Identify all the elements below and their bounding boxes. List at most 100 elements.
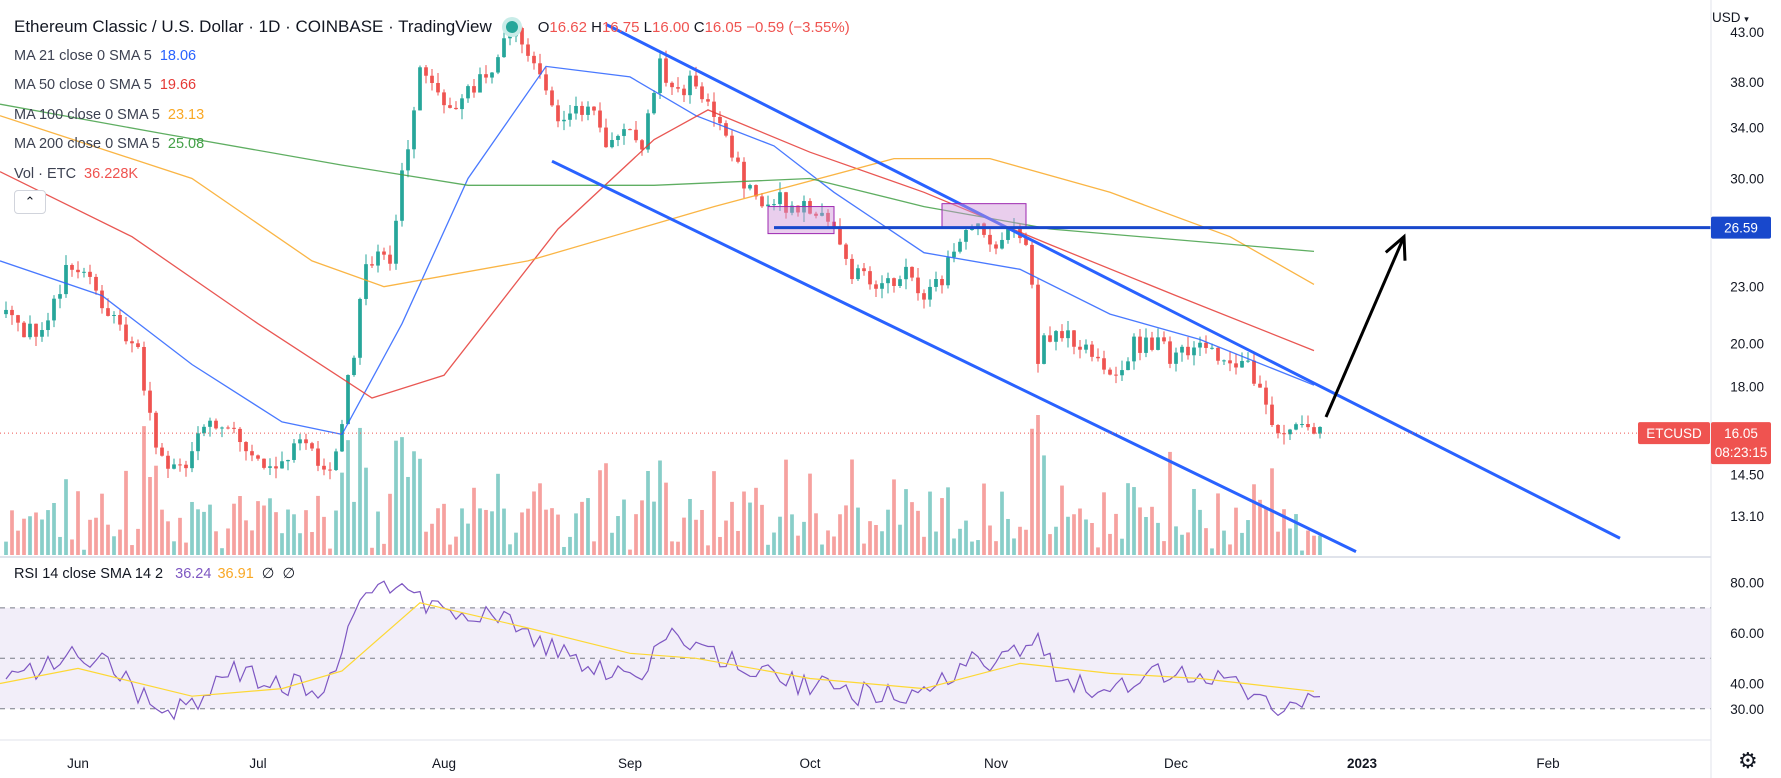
indicator-value: 36.228K xyxy=(84,165,139,182)
volume-bar xyxy=(628,549,632,555)
volume-bars xyxy=(4,415,1322,555)
candle-body xyxy=(448,105,452,108)
candle-body xyxy=(406,149,410,171)
volume-bar xyxy=(424,531,428,555)
volume-bar xyxy=(508,544,512,555)
volume-bar xyxy=(130,545,134,555)
volume-bar xyxy=(220,548,224,555)
indicator-row: Vol · ETC 36.228K xyxy=(14,160,850,190)
volume-bar xyxy=(682,517,686,555)
settings-button[interactable]: ⚙ xyxy=(1738,748,1758,774)
volume-bar xyxy=(418,458,422,555)
candle-body xyxy=(412,110,416,150)
candle-body xyxy=(1210,347,1214,349)
volume-bar xyxy=(538,483,542,555)
candle-body xyxy=(586,106,590,115)
candle-body xyxy=(784,192,788,213)
volume-bar xyxy=(10,510,14,555)
candle-body xyxy=(106,308,110,316)
indicator-label: MA 21 close 0 SMA 5 xyxy=(14,47,152,64)
candle-body xyxy=(820,212,824,216)
volume-bar xyxy=(616,516,620,555)
candle-body xyxy=(694,75,698,87)
volume-bar xyxy=(502,508,506,555)
volume-bar xyxy=(466,523,470,555)
candle-body xyxy=(1318,426,1322,434)
volume-bar xyxy=(388,493,392,555)
volume-bar xyxy=(712,471,716,555)
candle-body xyxy=(1216,347,1220,361)
indicator-value: 18.06 xyxy=(159,47,197,64)
candle-body xyxy=(454,107,458,110)
volume-bar xyxy=(460,508,464,555)
candle-body xyxy=(640,140,644,150)
candle-body xyxy=(118,315,122,325)
candle-body xyxy=(1294,424,1298,430)
candle-body xyxy=(892,278,896,286)
high-value: 16.75 xyxy=(601,19,640,36)
candle-body xyxy=(346,375,350,425)
collapse-legend-button[interactable]: ⌃ xyxy=(14,190,46,214)
candle-body xyxy=(814,213,818,216)
candle-body xyxy=(1030,244,1034,285)
candle-body xyxy=(418,67,422,111)
volume-bar xyxy=(268,498,272,555)
volume-bar xyxy=(1048,534,1052,555)
time-tick-label: Nov xyxy=(984,756,1008,771)
candlesticks xyxy=(4,22,1322,480)
level-label-bg xyxy=(1711,216,1771,239)
volume-bar xyxy=(184,542,188,555)
candle-body xyxy=(844,244,848,259)
volume-bar xyxy=(1138,507,1142,555)
candle-body xyxy=(4,309,8,315)
volume-bar xyxy=(580,501,584,555)
chevron-up-icon: ⌃ xyxy=(24,194,36,209)
volume-bar xyxy=(1168,451,1172,555)
candle-body xyxy=(112,315,116,316)
volume-bar xyxy=(106,524,110,555)
volume-bar xyxy=(706,545,710,555)
candle-body xyxy=(214,420,218,429)
volume-bar xyxy=(790,514,794,555)
volume-bar xyxy=(736,530,740,555)
volume-bar xyxy=(436,508,440,555)
volume-bar xyxy=(1060,485,1064,555)
candle-body xyxy=(922,293,926,300)
candle-body xyxy=(874,284,878,289)
volume-bar xyxy=(562,546,566,555)
volume-bar xyxy=(316,495,320,555)
candle-body xyxy=(1102,358,1106,370)
volume-bar xyxy=(430,523,434,555)
volume-bar xyxy=(358,427,362,555)
symbol-tag: ETCUSD xyxy=(1646,426,1702,441)
candle-body xyxy=(490,72,494,78)
price-tick-label: 18.00 xyxy=(1730,379,1764,394)
candle-body xyxy=(154,412,158,448)
volume-bar xyxy=(298,533,302,555)
candle-body xyxy=(826,212,830,222)
market-status-icon xyxy=(505,21,518,33)
currency-selector[interactable]: USD ▾ xyxy=(1712,10,1749,25)
candle-body xyxy=(1306,424,1310,428)
volume-bar xyxy=(364,467,368,555)
volume-bar xyxy=(244,520,248,555)
drawings[interactable] xyxy=(551,23,1711,553)
candle-body xyxy=(736,157,740,162)
candle-body xyxy=(604,127,608,148)
volume-bar xyxy=(868,521,872,555)
time-tick-label: Jun xyxy=(67,756,89,771)
candle-body xyxy=(376,251,380,266)
volume-bar xyxy=(292,514,296,555)
volume-bar xyxy=(1204,528,1208,555)
candle-body xyxy=(160,447,164,456)
volume-bar xyxy=(652,501,656,555)
volume-bar xyxy=(778,516,782,555)
volume-bar xyxy=(262,505,266,555)
candle-body xyxy=(1156,337,1160,350)
candle-body xyxy=(988,234,992,245)
candle-body xyxy=(808,201,812,214)
candle-body xyxy=(52,298,56,321)
volume-bar xyxy=(586,498,590,555)
